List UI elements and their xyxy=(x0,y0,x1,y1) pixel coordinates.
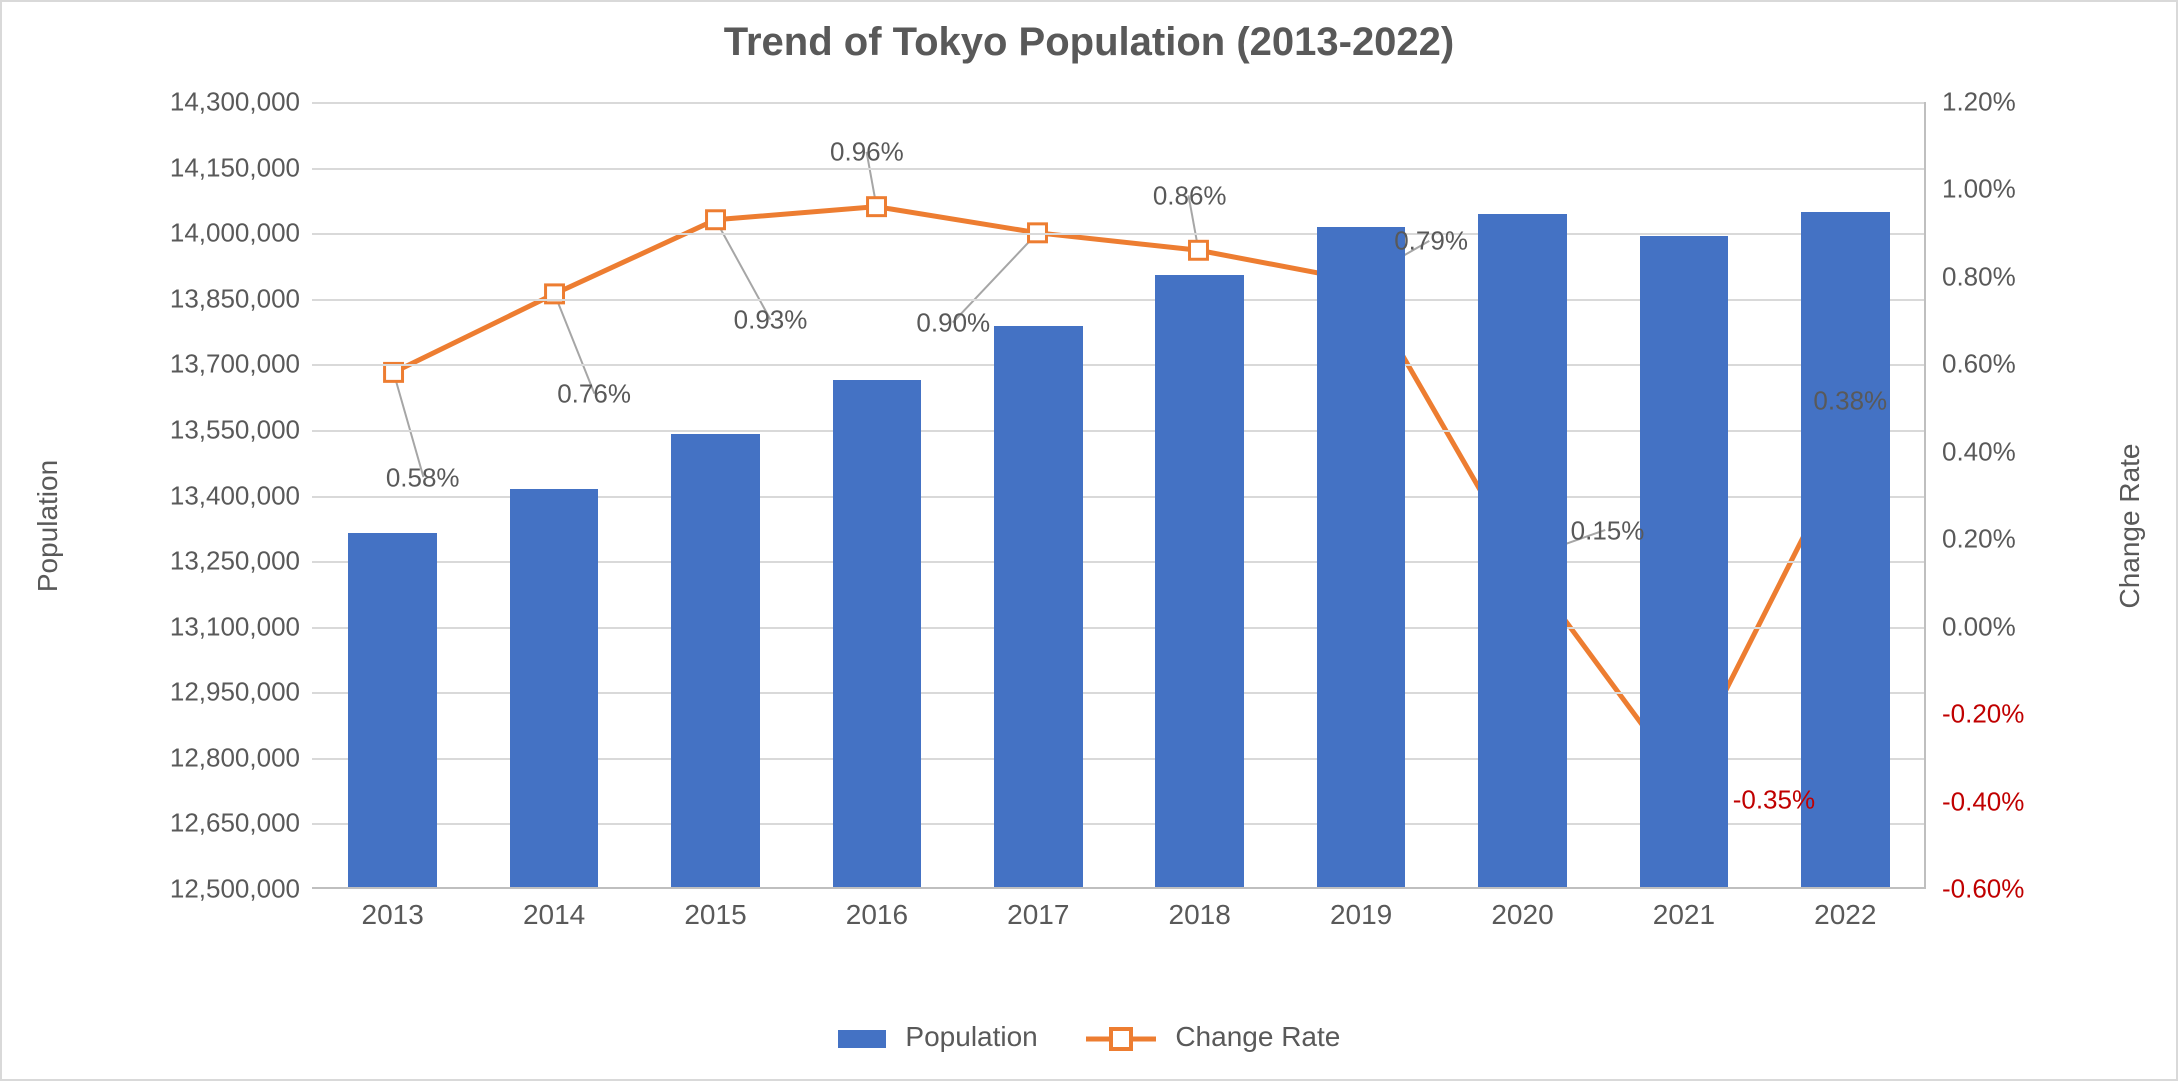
data-label: -0.35% xyxy=(1733,784,1815,815)
x-tick: 2018 xyxy=(1169,887,1231,931)
bar xyxy=(1640,236,1729,887)
legend-label-change-rate: Change Rate xyxy=(1175,1021,1340,1052)
chart-area: Population Change Rate 12,500,00012,650,… xyxy=(92,102,2086,949)
y2-tick: 0.40% xyxy=(1924,436,2016,467)
data-label: 0.93% xyxy=(734,305,808,336)
data-label: 0.15% xyxy=(1571,516,1645,547)
bar xyxy=(671,434,760,887)
x-tick: 2020 xyxy=(1491,887,1553,931)
data-label: 0.79% xyxy=(1394,226,1468,257)
y1-tick: 13,550,000 xyxy=(170,414,312,445)
y1-tick: 12,800,000 xyxy=(170,742,312,773)
bar xyxy=(510,489,599,887)
bar xyxy=(1478,214,1567,887)
y1-tick: 14,300,000 xyxy=(170,87,312,118)
x-tick: 2014 xyxy=(523,887,585,931)
chart-title: Trend of Tokyo Population (2013-2022) xyxy=(24,20,2154,65)
plot-area: 12,500,00012,650,00012,800,00012,950,000… xyxy=(312,102,1926,889)
legend-swatch-bar xyxy=(838,1030,886,1048)
legend-label-population: Population xyxy=(905,1021,1037,1052)
y2-tick: 1.00% xyxy=(1924,174,2016,205)
bar xyxy=(348,533,437,887)
data-label: 0.38% xyxy=(1813,385,1887,416)
y1-tick: 12,650,000 xyxy=(170,808,312,839)
y1-tick: 12,500,000 xyxy=(170,874,312,905)
data-label: 0.96% xyxy=(830,136,904,167)
bar xyxy=(1155,275,1244,887)
data-label: 0.86% xyxy=(1153,180,1227,211)
x-tick: 2015 xyxy=(684,887,746,931)
y1-tick: 14,000,000 xyxy=(170,218,312,249)
x-tick: 2013 xyxy=(362,887,424,931)
bar xyxy=(994,326,1083,887)
y2-tick: 0.60% xyxy=(1924,349,2016,380)
y2-tick: 0.20% xyxy=(1924,524,2016,555)
x-tick: 2016 xyxy=(846,887,908,931)
x-tick: 2017 xyxy=(1007,887,1069,931)
y2-tick: -0.40% xyxy=(1924,786,2024,817)
y1-tick: 12,950,000 xyxy=(170,677,312,708)
data-label: 0.58% xyxy=(386,463,460,494)
x-tick: 2019 xyxy=(1330,887,1392,931)
y1-tick: 13,100,000 xyxy=(170,611,312,642)
y2-axis-label: Change Rate xyxy=(2114,443,2146,608)
bar xyxy=(833,380,922,887)
y1-tick: 13,700,000 xyxy=(170,349,312,380)
data-label: 0.76% xyxy=(557,379,631,410)
chart-container: Trend of Tokyo Population (2013-2022) Po… xyxy=(0,0,2178,1081)
x-tick: 2022 xyxy=(1814,887,1876,931)
y1-tick: 14,150,000 xyxy=(170,152,312,183)
y1-tick: 13,400,000 xyxy=(170,480,312,511)
legend: Population Change Rate xyxy=(2,1021,2176,1053)
y2-tick: -0.60% xyxy=(1924,874,2024,905)
bar xyxy=(1317,227,1406,887)
y2-tick: -0.20% xyxy=(1924,699,2024,730)
x-tick: 2021 xyxy=(1653,887,1715,931)
y1-tick: 13,250,000 xyxy=(170,546,312,577)
y1-axis-label: Population xyxy=(32,459,64,591)
data-label: 0.90% xyxy=(916,308,990,339)
y2-tick: 1.20% xyxy=(1924,87,2016,118)
y2-tick: 0.00% xyxy=(1924,611,2016,642)
y1-tick: 13,850,000 xyxy=(170,283,312,314)
legend-swatch-line xyxy=(1086,1030,1156,1048)
y2-tick: 0.80% xyxy=(1924,261,2016,292)
